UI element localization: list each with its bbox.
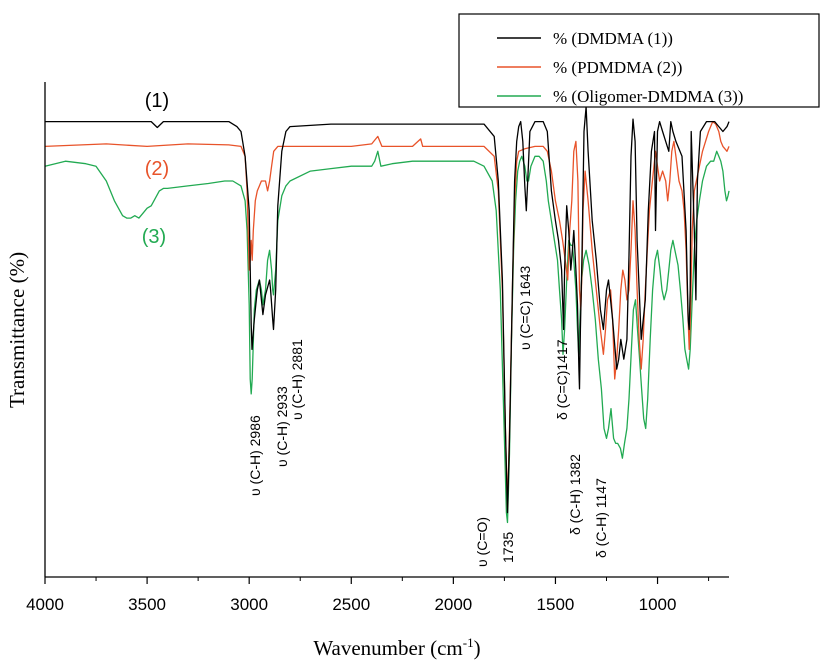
curve-label-1: (1): [145, 90, 169, 112]
annot-2986: υ (C-H) 2986: [247, 415, 263, 496]
x-tick-label: 1500: [537, 595, 575, 614]
x-axis-title-end: ): [474, 636, 481, 660]
x-tick-label: 2500: [332, 595, 370, 614]
legend-box: [458, 13, 820, 108]
series-line-3: [44, 150, 730, 524]
legend: % (DMDMA (1)) % (PDMDMA (2)) % (Oligomer-D…: [458, 13, 820, 108]
axes: 4000 3500 3000 2500 2000 1500 1000: [26, 82, 729, 614]
legend-items: % (DMDMA (1)) % (PDMDMA (2)) % (Oligomer-D…: [497, 29, 743, 106]
x-tick-label: 3500: [128, 595, 166, 614]
curve-label-3: (3): [142, 226, 166, 248]
legend-label: % (Oligomer-DMDMA (3)): [553, 87, 743, 106]
y-axis-title: Transmittance (%): [5, 252, 29, 408]
x-tick-label: 1000: [639, 595, 677, 614]
curve-labels: (1) (2) (3): [142, 90, 169, 248]
annot-1147: δ (C-H) 1147: [593, 478, 609, 558]
x-tick-label: 4000: [26, 595, 64, 614]
annot-1735-mode: υ (C=O): [474, 517, 490, 567]
curve-label-2: (2): [145, 158, 169, 180]
x-axis-title: Wavenumber (cm-1): [313, 635, 480, 660]
plot-area: [44, 106, 730, 524]
annot-1735-value: 1735: [500, 532, 516, 563]
x-axis-title-main: Wavenumber (cm: [313, 636, 462, 660]
annot-1382: δ (C-H) 1382: [567, 454, 583, 535]
series-line-1: [45, 106, 730, 514]
annot-1643: υ (C=C) 1643: [517, 265, 533, 350]
annot-2881: υ (C-H) 2881: [289, 339, 305, 420]
legend-label: % (DMDMA (1)): [553, 29, 673, 48]
annot-1417: δ (C=C)1417: [554, 339, 570, 420]
legend-label: % (PDMDMA (2)): [553, 58, 682, 77]
annot-2933: υ (C-H) 2933: [274, 386, 290, 467]
x-axis-title-sup: -1: [463, 635, 474, 650]
x-tick-label: 3000: [230, 595, 268, 614]
x-tick-label: 2000: [434, 595, 472, 614]
